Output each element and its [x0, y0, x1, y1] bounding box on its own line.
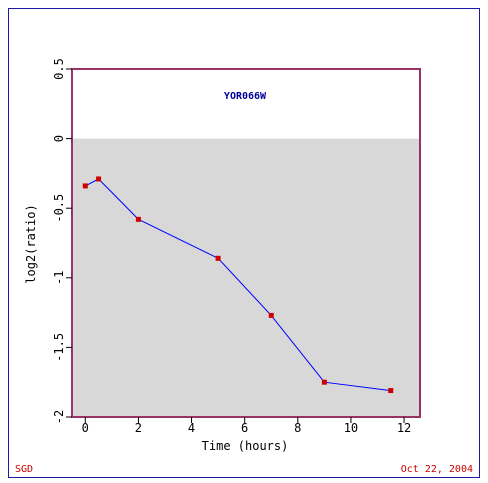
y-tick-label: 0: [52, 135, 66, 142]
y-tick-label: -1: [52, 271, 66, 285]
x-tick-label: 8: [294, 421, 301, 435]
plot-area-border: [71, 68, 421, 418]
data-point: [268, 312, 274, 318]
chart-frame: [8, 8, 480, 478]
y-axis-label: log2(ratio): [24, 204, 38, 283]
y-tick-label: -1.5: [52, 333, 66, 362]
y-tick-label: 0.5: [52, 58, 66, 80]
data-point: [321, 379, 327, 385]
x-tick-label: 2: [135, 421, 142, 435]
x-tick-label: 4: [188, 421, 195, 435]
x-tick-label: 6: [241, 421, 248, 435]
y-tick-label: -2: [52, 410, 66, 424]
data-point: [135, 216, 141, 222]
data-point: [82, 183, 88, 189]
y-tick-label: -0.5: [52, 194, 66, 223]
data-point: [388, 388, 394, 394]
x-tick-label: 0: [82, 421, 89, 435]
x-tick-label: 12: [397, 421, 411, 435]
data-point: [96, 176, 102, 182]
chart-title: YOR066W: [224, 91, 267, 102]
x-axis-label: Time (hours): [202, 439, 289, 453]
data-point: [215, 255, 221, 261]
footer-source: SGD: [15, 464, 34, 475]
axis-ticks: 0 2 4 6 8 10 12 0.5 0 -0.5 -1 -1.5 -2: [52, 58, 411, 435]
below-zero-shade: [72, 138, 420, 417]
x-tick-label: 10: [344, 421, 358, 435]
footer-date: Oct 22, 2004: [400, 464, 473, 475]
data-markers: [82, 176, 394, 394]
